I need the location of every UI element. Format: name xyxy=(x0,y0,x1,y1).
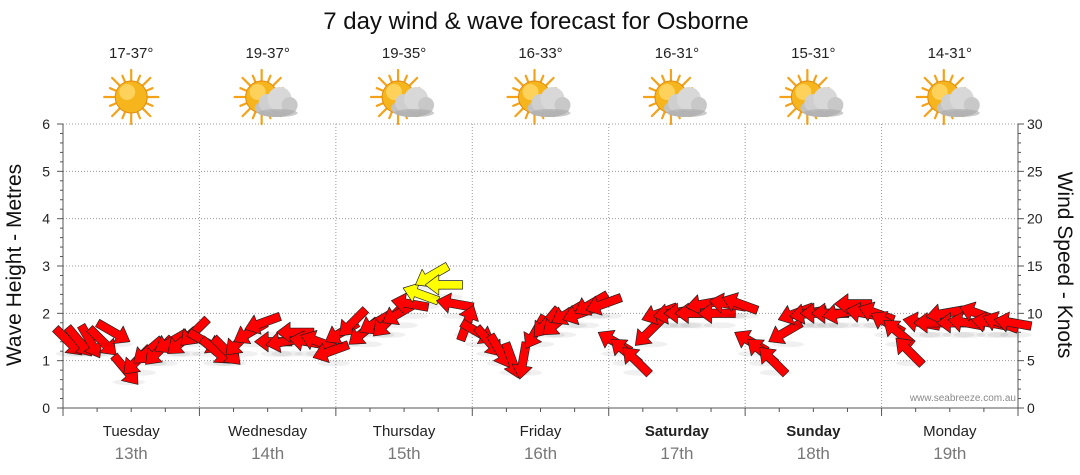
wind-arrow-shadow xyxy=(851,322,884,329)
y-left-tick-label: 6 xyxy=(42,116,50,132)
partly-cloudy-icon xyxy=(506,68,571,126)
temperature-range: 19-35° xyxy=(382,45,426,62)
wind-arrow xyxy=(244,312,282,335)
y-right-tick-label: 5 xyxy=(1027,353,1035,369)
wind-arrow xyxy=(391,292,430,314)
wind-arrow-shadow xyxy=(999,331,1032,338)
wind-arrows xyxy=(52,262,1033,386)
day-date-label: 17th xyxy=(660,444,693,463)
wind-arrow-shadow xyxy=(703,322,736,329)
day-name-label: Wednesday xyxy=(228,423,307,440)
wind-arrow-shadow xyxy=(658,322,691,329)
y-left-tick-label: 0 xyxy=(42,400,50,416)
wind-arrow xyxy=(86,325,117,356)
wind-arrow-shadow xyxy=(806,322,839,329)
temperature-range: 17-37° xyxy=(109,45,153,62)
partly-cloudy-icon xyxy=(915,68,980,126)
y-left-tick-label: 1 xyxy=(42,353,50,369)
wind-arrow-shadow xyxy=(726,312,759,319)
y-axis-left-title: Wave Height - Metres xyxy=(3,164,26,366)
wind-arrow-shadow xyxy=(987,331,1020,338)
day-date-label: 13th xyxy=(115,444,148,463)
y-axis-right-title: Wind Speed - Knots xyxy=(1053,172,1076,359)
day-name-label: Sunday xyxy=(786,423,841,440)
wind-arrow-shadow xyxy=(908,331,941,338)
wind-arrow-shadow xyxy=(953,331,986,338)
day-name-label: Thursday xyxy=(373,423,436,440)
wind-arrow-shadow xyxy=(669,322,702,329)
y-left-tick-label: 5 xyxy=(42,163,50,179)
wind-arrow-shadow xyxy=(100,341,133,348)
gridlines xyxy=(63,123,1018,408)
y-left-tick-label: 2 xyxy=(42,305,50,321)
day-date-label: 15th xyxy=(388,444,421,463)
day-date-label: 14th xyxy=(251,444,284,463)
x-axis-day-labels: Tuesday 13th Wednesday 14th Thursday 15th Frid… xyxy=(103,423,977,463)
day-name-label: Friday xyxy=(520,423,562,440)
wind-arrow-shadow xyxy=(271,350,304,357)
wind-arrow xyxy=(759,347,790,378)
temperature-range: 15-31° xyxy=(791,45,835,62)
y-axis-left-ticks: 0 1 2 3 4 5 6 xyxy=(42,116,50,416)
wind-arrow xyxy=(424,274,463,296)
wind-arrow xyxy=(768,318,804,345)
wind-arrow xyxy=(436,292,475,314)
sunny-icon xyxy=(103,68,160,126)
y-axis-right-ticks: 0 5 10 15 20 25 30 xyxy=(1027,116,1043,416)
watermark: www.seabreeze.com.au xyxy=(909,393,1016,404)
wind-arrow xyxy=(402,282,441,306)
day-name-label: Saturday xyxy=(645,423,710,440)
y-right-tick-label: 10 xyxy=(1027,305,1043,321)
wind-arrow xyxy=(511,341,533,380)
wind-arrow-shadow xyxy=(567,322,600,329)
y-right-tick-label: 20 xyxy=(1027,211,1043,227)
wind-arrow-shadow xyxy=(795,322,828,329)
y-left-tick-label: 4 xyxy=(42,211,50,227)
temperature-row: 17-37° 19-37° 19-35° 16-33° 16-31° 15-31° 14-3… xyxy=(109,45,972,62)
wind-arrow-shadow xyxy=(976,331,1009,338)
wind-arrow xyxy=(95,318,131,345)
day-date-label: 18th xyxy=(797,444,830,463)
y-right-tick-label: 30 xyxy=(1027,116,1043,132)
wind-arrow xyxy=(77,323,103,359)
wind-arrow xyxy=(994,311,1033,333)
chart-title: 7 day wind & wave forecast for Osborne xyxy=(323,8,749,35)
day-date-label: 19th xyxy=(933,444,966,463)
temperature-range: 16-31° xyxy=(655,45,699,62)
y-right-tick-label: 25 xyxy=(1027,163,1043,179)
partly-cloudy-icon xyxy=(233,68,298,126)
y-left-tick-label: 3 xyxy=(42,258,50,274)
weather-icon-row xyxy=(103,68,980,126)
partly-cloudy-icon xyxy=(369,68,435,126)
day-date-label: 16th xyxy=(524,444,557,463)
partly-cloudy-icon xyxy=(642,68,707,126)
wind-arrow xyxy=(585,293,623,316)
wind-arrow xyxy=(895,337,926,368)
wind-arrow-shadow xyxy=(827,322,860,329)
wind-arrow-shadow xyxy=(590,312,623,319)
wind-arrow xyxy=(925,303,965,325)
axes xyxy=(57,123,1024,416)
wind-arrow xyxy=(312,340,350,363)
y-right-tick-label: 0 xyxy=(1027,400,1035,416)
y-right-tick-label: 15 xyxy=(1027,258,1043,274)
day-name-label: Monday xyxy=(923,423,977,440)
day-name-label: Tuesday xyxy=(103,423,160,440)
wind-arrow-shadow xyxy=(680,322,713,329)
wind-arrow-shadow xyxy=(714,312,747,319)
wind-arrow-shadow xyxy=(260,350,293,357)
wind-arrow xyxy=(721,292,760,315)
wind-arrow xyxy=(622,347,653,378)
temperature-range: 19-37° xyxy=(245,45,289,62)
partly-cloudy-icon xyxy=(779,68,844,126)
wind-arrow-shadow xyxy=(396,312,429,319)
temperature-range: 14-31° xyxy=(928,45,972,62)
wind-arrow-shadow xyxy=(407,303,440,310)
wind-arrow-shadow xyxy=(317,360,350,367)
temperature-range: 16-33° xyxy=(518,45,562,62)
